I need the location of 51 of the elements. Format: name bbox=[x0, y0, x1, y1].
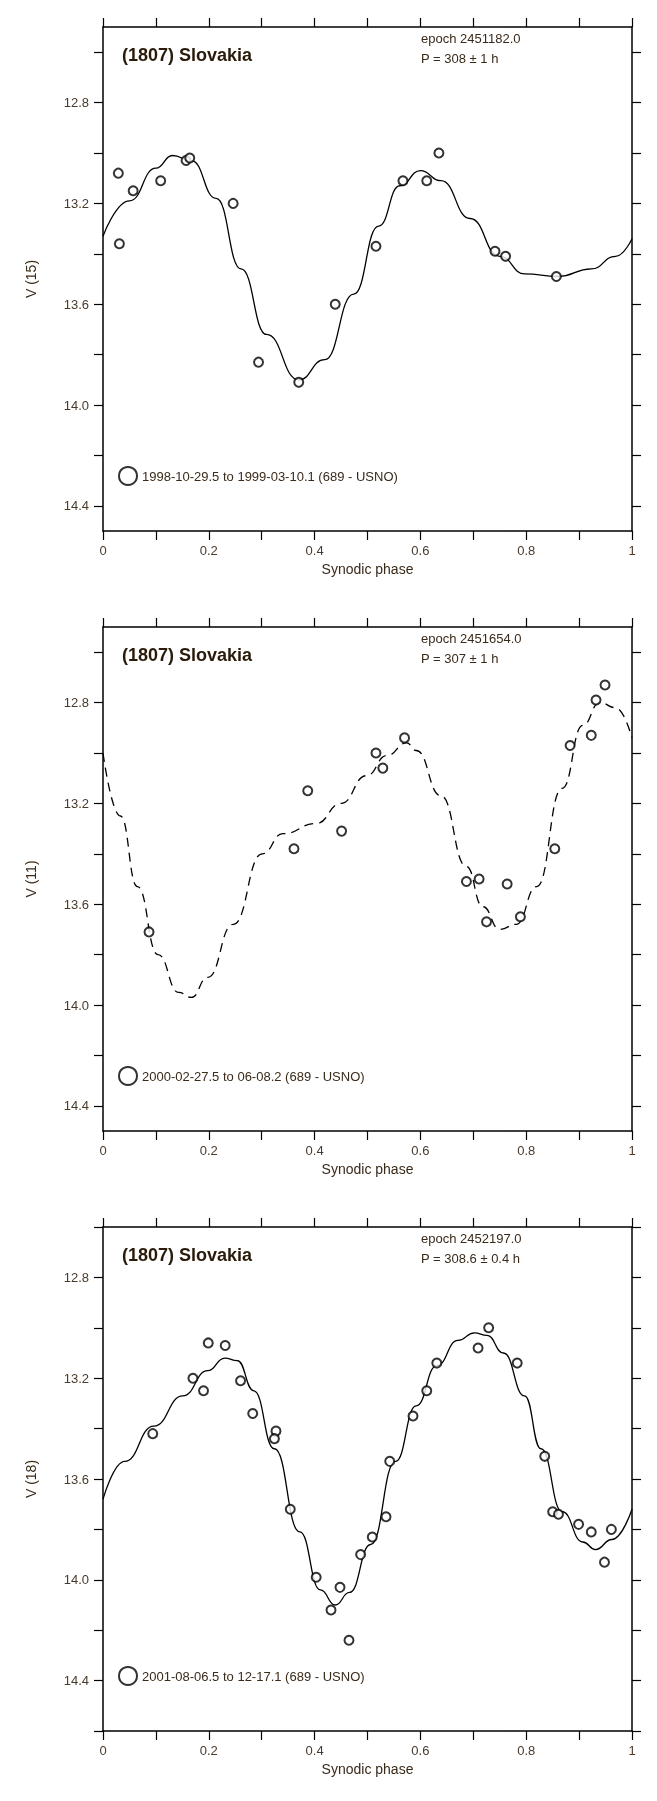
x-tick-label: 0 bbox=[99, 1743, 107, 1758]
x-tick-label: 0.8 bbox=[517, 1143, 536, 1158]
x-tick-label: 0.8 bbox=[517, 543, 536, 558]
y-tick-label: 12.8 bbox=[63, 1269, 89, 1285]
x-tick-label: 0.6 bbox=[411, 543, 430, 558]
x-tick-label: 1 bbox=[628, 543, 636, 558]
legend-label: 2000-02-27.5 to 06-08.2 (689 - USNO) bbox=[142, 1068, 365, 1084]
y-tick-label: 12.8 bbox=[63, 95, 89, 111]
x-axis-title: Synodic phase bbox=[321, 560, 414, 577]
y-tick-label: 12.8 bbox=[63, 695, 89, 711]
y-tick-label: 13.6 bbox=[63, 1471, 89, 1487]
y-tick-label: 14.4 bbox=[63, 1673, 89, 1689]
text: (1807) Slovakia bbox=[122, 1245, 254, 1265]
legend-label: 2001-08-06.5 to 12-17.1 (689 - USNO) bbox=[142, 1668, 365, 1684]
x-tick-label: 0.4 bbox=[305, 1743, 324, 1758]
y-tick-label: 14.4 bbox=[63, 498, 89, 514]
x-tick-label: 0.2 bbox=[199, 1143, 218, 1158]
x-tick-label: 0.4 bbox=[305, 543, 324, 558]
y-tick-label: 14.0 bbox=[63, 997, 89, 1013]
annotation: epoch 2451654.0 bbox=[421, 631, 522, 646]
x-tick-label: 0.8 bbox=[517, 1743, 536, 1758]
x-tick-label: 1 bbox=[628, 1143, 636, 1158]
annotation: epoch 2451182.0 bbox=[421, 31, 521, 46]
y-tick-label: 14.0 bbox=[63, 397, 89, 413]
x-tick-label: 0.4 bbox=[305, 1143, 324, 1158]
x-tick-label: 0 bbox=[99, 1143, 107, 1158]
annotation: P = 308.6 ± 0.4 h bbox=[421, 1251, 521, 1266]
legend-label: 1998-10-29.5 to 1999-03-10.1 (689 - USNO) bbox=[142, 468, 398, 484]
x-tick-label: 0.6 bbox=[411, 1743, 430, 1758]
annotation: P = 307 ± 1 h bbox=[421, 651, 499, 666]
y-tick-label: 14.4 bbox=[63, 1098, 89, 1114]
annotation: P = 308 ± 1 h bbox=[421, 51, 499, 66]
y-axis-title: V (15) bbox=[23, 259, 39, 299]
annotation: epoch 2452197.0 bbox=[421, 1231, 522, 1246]
y-tick-label: 13.2 bbox=[63, 195, 89, 211]
y-tick-label: 14.0 bbox=[63, 1572, 89, 1588]
x-axis-title: Synodic phase bbox=[321, 1160, 414, 1177]
text: (1807) Slovakia bbox=[122, 45, 254, 65]
y-axis-title: V (18) bbox=[23, 1459, 39, 1499]
y-tick-label: 13.6 bbox=[63, 896, 89, 912]
text: (1807) Slovakia bbox=[122, 645, 254, 665]
x-tick-label: 0 bbox=[99, 543, 107, 558]
x-axis-title: Synodic phase bbox=[321, 1760, 414, 1777]
x-tick-label: 0.2 bbox=[199, 543, 218, 558]
x-tick-label: 0.6 bbox=[411, 1143, 430, 1158]
y-tick-label: 13.2 bbox=[63, 1370, 89, 1386]
x-tick-label: 1 bbox=[628, 1743, 636, 1758]
y-axis-title: V (11) bbox=[23, 860, 39, 898]
x-tick-label: 0.2 bbox=[199, 1743, 218, 1758]
y-tick-label: 13.6 bbox=[63, 296, 89, 312]
y-tick-label: 13.2 bbox=[63, 795, 89, 811]
